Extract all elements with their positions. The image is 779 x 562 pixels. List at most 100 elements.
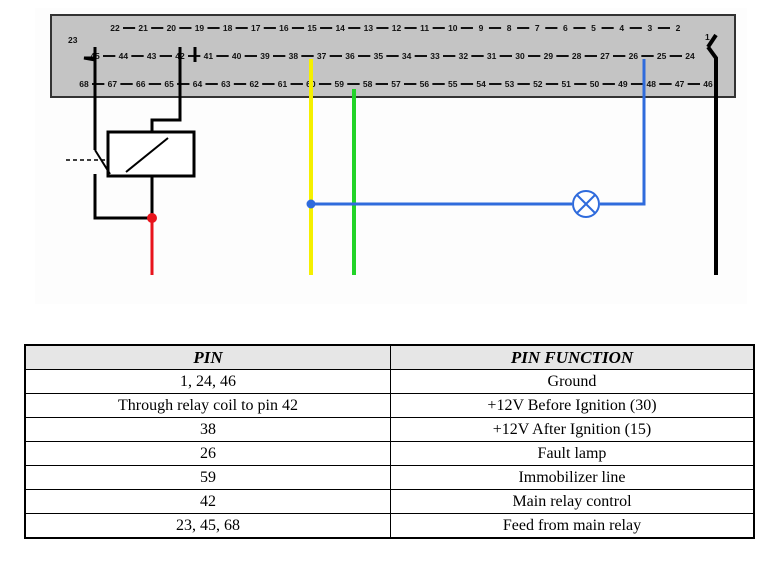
pin-label-36: 36: [345, 51, 355, 61]
cell-function: +12V After Ignition (15): [390, 417, 755, 442]
pin-label-31: 31: [487, 51, 497, 61]
pin-label-14: 14: [335, 23, 345, 33]
pin-label-8: 8: [507, 23, 512, 33]
pin-label-24: 24: [685, 51, 695, 61]
cell-pin: 23, 45, 68: [24, 513, 391, 539]
cell-function: Ground: [390, 369, 755, 394]
pin-label-40: 40: [232, 51, 242, 61]
pin-label-15: 15: [307, 23, 317, 33]
pin-label-16: 16: [279, 23, 289, 33]
cell-pin: 42: [24, 489, 391, 514]
fault-lamp-icon: [572, 190, 600, 218]
pin-label-22: 22: [110, 23, 120, 33]
wire-pin42-black: [150, 47, 182, 132]
cell-pin: 1, 24, 46: [24, 369, 391, 394]
pin-label-53: 53: [505, 79, 515, 89]
cell-pin: 26: [24, 441, 391, 466]
wire-ground-black: [706, 33, 718, 275]
pin-label-44: 44: [119, 51, 129, 61]
wiring-diagram: 22 21 20 19 18 17 16 15 14 13 12 11 10 9 8 7 6 5 4 3 245 44 43…: [50, 14, 736, 275]
pin-label-38: 38: [289, 51, 299, 61]
pin-label-39: 39: [260, 51, 270, 61]
cell-function: +12V Before Ignition (30): [390, 393, 755, 418]
pin-label-63: 63: [221, 79, 231, 89]
relay-coil-diagonal: [125, 137, 169, 173]
cell-pin: Through relay coil to pin 42: [24, 393, 391, 418]
pin-label-6: 6: [563, 23, 568, 33]
pin-label-58: 58: [363, 79, 373, 89]
pin-label-56: 56: [420, 79, 430, 89]
pin-label-49: 49: [618, 79, 628, 89]
relay-switch-contact: [94, 149, 111, 175]
wire-switch-to-junction: [93, 174, 152, 220]
pin-label-68: 68: [79, 79, 89, 89]
pin-label-20: 20: [167, 23, 177, 33]
header-pin: PIN: [24, 344, 391, 370]
pin-label-52: 52: [533, 79, 543, 89]
cell-pin: 59: [24, 465, 391, 490]
pin-label-23: 23: [68, 35, 78, 45]
pin-label-62: 62: [249, 79, 259, 89]
cell-function: Main relay control: [390, 489, 755, 514]
pin-label-54: 54: [476, 79, 486, 89]
table-row: 23, 45, 68 Feed from main relay: [24, 513, 755, 539]
pin-label-46: 46: [703, 79, 713, 89]
wire-pin45-black: [83, 47, 97, 150]
pin-label-5: 5: [591, 23, 596, 33]
wire-blue-pin26: [311, 59, 646, 206]
pin-label-1: 1: [705, 32, 710, 42]
pin-label-28: 28: [572, 51, 582, 61]
header-pin-function: PIN FUNCTION: [390, 344, 755, 370]
cell-function: Immobilizer line: [390, 465, 755, 490]
pin-label-61: 61: [278, 79, 288, 89]
cell-function: Feed from main relay: [390, 513, 755, 539]
cell-function: Fault lamp: [390, 441, 755, 466]
pin-label-12: 12: [392, 23, 402, 33]
pin-label-37: 37: [317, 51, 327, 61]
connector-pin-rows: 22 21 20 19 18 17 16 15 14 13 12 11 10 9 8 7 6 5 4 3 245 44 43…: [79, 23, 713, 89]
pin-function-table: PIN PIN FUNCTION 1, 24, 46 Ground Through…: [24, 344, 755, 539]
pin-label-65: 65: [164, 79, 174, 89]
pin-label-26: 26: [629, 51, 639, 61]
pin-label-34: 34: [402, 51, 412, 61]
table-row: Through relay coil to pin 42 +12V Before …: [24, 393, 755, 418]
pin-label-55: 55: [448, 79, 458, 89]
pin-label-47: 47: [675, 79, 685, 89]
pin-label-25: 25: [657, 51, 667, 61]
pin-label-18: 18: [223, 23, 233, 33]
pin-label-41: 41: [204, 51, 214, 61]
pin-label-7: 7: [535, 23, 540, 33]
pin-label-64: 64: [193, 79, 203, 89]
cell-pin: 38: [24, 417, 391, 442]
table-row: 42 Main relay control: [24, 489, 755, 514]
relay-coil: [106, 130, 196, 178]
pin-label-43: 43: [147, 51, 157, 61]
pin-label-29: 29: [544, 51, 554, 61]
pin-label-11: 11: [420, 23, 429, 33]
pin-label-13: 13: [364, 23, 374, 33]
pin-label-33: 33: [430, 51, 440, 61]
pin-label-51: 51: [561, 79, 571, 89]
pin-label-3: 3: [647, 23, 652, 33]
pin-label-27: 27: [600, 51, 610, 61]
pin-label-67: 67: [108, 79, 118, 89]
table-row: 38 +12V After Ignition (15): [24, 417, 755, 442]
pin-label-57: 57: [391, 79, 401, 89]
pin-label-59: 59: [335, 79, 345, 89]
table-row: 59 Immobilizer line: [24, 465, 755, 490]
pin-label-21: 21: [138, 23, 148, 33]
pin-label-9: 9: [479, 23, 484, 33]
table-row: 1, 24, 46 Ground: [24, 369, 755, 394]
pin-label-30: 30: [515, 51, 525, 61]
pin-label-10: 10: [448, 23, 458, 33]
pin-label-35: 35: [374, 51, 384, 61]
junction-dot-blue: [306, 199, 316, 209]
pin-label-48: 48: [647, 79, 657, 89]
pin-label-66: 66: [136, 79, 146, 89]
pin-label-2: 2: [676, 23, 681, 33]
pin-label-50: 50: [590, 79, 600, 89]
junction-dot-red: [147, 213, 157, 223]
table-header-row: PIN PIN FUNCTION: [24, 344, 755, 370]
pin-label-4: 4: [619, 23, 624, 33]
pin-label-17: 17: [251, 23, 261, 33]
